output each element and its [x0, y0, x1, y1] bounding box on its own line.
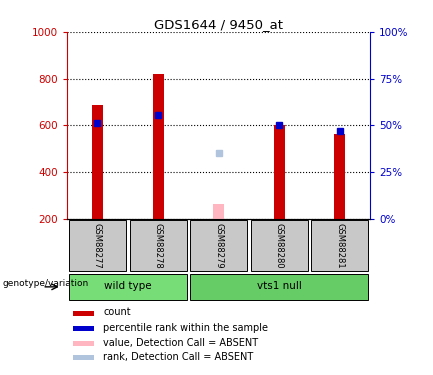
Text: GSM88278: GSM88278 — [154, 223, 162, 268]
Bar — [213, 204, 224, 219]
Text: genotype/variation: genotype/variation — [2, 279, 88, 288]
Bar — [129, 220, 187, 271]
Bar — [73, 310, 94, 316]
Text: wild type: wild type — [104, 281, 152, 291]
Bar — [73, 326, 94, 331]
Text: GSM88279: GSM88279 — [214, 223, 223, 268]
Text: count: count — [103, 308, 131, 318]
Bar — [92, 105, 103, 219]
Bar — [251, 220, 308, 271]
Bar — [190, 220, 247, 271]
Bar — [274, 125, 285, 219]
Text: percentile rank within the sample: percentile rank within the sample — [103, 323, 268, 333]
Bar — [190, 274, 368, 300]
Bar — [69, 220, 126, 271]
Text: value, Detection Call = ABSENT: value, Detection Call = ABSENT — [103, 338, 259, 348]
Bar — [73, 356, 94, 360]
Text: GSM88277: GSM88277 — [93, 223, 102, 268]
Bar — [152, 74, 164, 219]
Bar — [311, 220, 368, 271]
Bar — [73, 340, 94, 346]
Text: GSM88281: GSM88281 — [336, 223, 344, 268]
Text: GSM88280: GSM88280 — [275, 223, 284, 268]
Text: vts1 null: vts1 null — [257, 281, 302, 291]
Title: GDS1644 / 9450_at: GDS1644 / 9450_at — [154, 18, 283, 31]
Text: rank, Detection Call = ABSENT: rank, Detection Call = ABSENT — [103, 352, 254, 362]
Bar — [334, 134, 346, 219]
Bar — [69, 274, 187, 300]
